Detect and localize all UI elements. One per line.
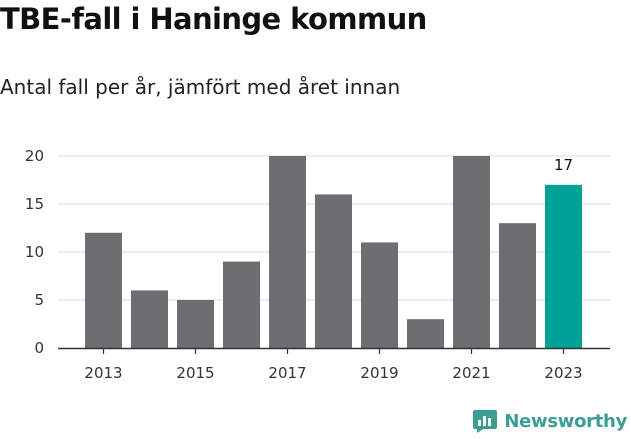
chart-subtitle: Antal fall per år, jämfört med året inna… xyxy=(0,75,401,99)
bar-2022 xyxy=(499,223,536,348)
chart-title: TBE-fall i Haninge kommun xyxy=(0,2,427,36)
bar-2013 xyxy=(85,232,122,348)
bar-2017 xyxy=(269,156,306,348)
x-tick-label: 2023 xyxy=(544,364,582,382)
bar-2018 xyxy=(315,194,352,348)
bar-2019 xyxy=(361,242,398,348)
bar-2021 xyxy=(453,156,490,348)
bar-2014 xyxy=(131,290,168,348)
newsworthy-brand: Newsworthy xyxy=(472,408,627,434)
x-tick-label: 2013 xyxy=(84,364,122,382)
x-tick-label: 2019 xyxy=(360,364,398,382)
x-tick-label: 2021 xyxy=(452,364,490,382)
brand-name: Newsworthy xyxy=(504,410,627,432)
bar-2023 xyxy=(545,184,582,348)
bar-2020 xyxy=(407,319,444,348)
y-tick-label: 10 xyxy=(25,243,44,261)
newsworthy-logo-icon xyxy=(473,410,498,433)
y-tick-label: 0 xyxy=(34,339,44,357)
y-tick-label: 15 xyxy=(25,195,44,213)
x-tick-label: 2015 xyxy=(176,364,214,382)
bar-2015 xyxy=(177,300,214,348)
bar-2016 xyxy=(223,261,260,348)
y-tick-label: 20 xyxy=(25,147,44,165)
data-label: 17 xyxy=(554,156,573,174)
x-tick-label: 2017 xyxy=(268,364,306,382)
y-tick-label: 5 xyxy=(34,291,44,309)
